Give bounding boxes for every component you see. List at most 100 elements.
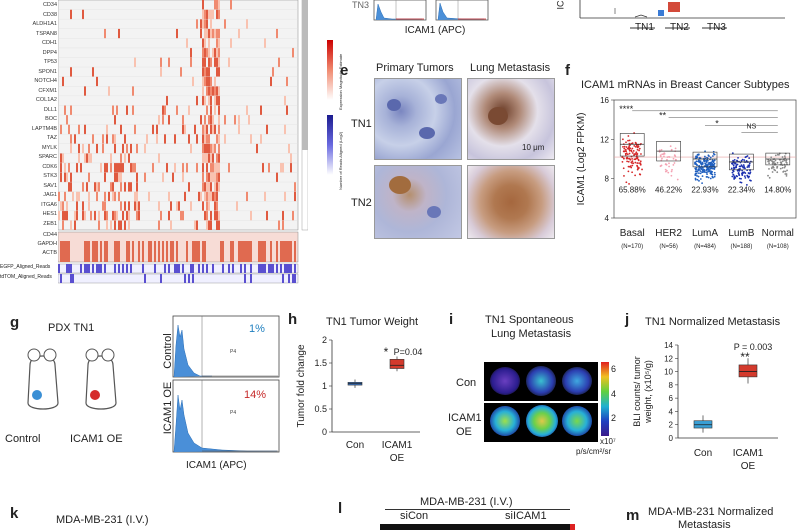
heatmap-cell xyxy=(164,105,166,115)
heatmap-cell xyxy=(118,28,120,39)
heatmap-cell xyxy=(152,162,154,173)
heatmap-cell xyxy=(294,191,296,202)
heatmap-cell xyxy=(258,241,260,262)
f-point xyxy=(701,171,704,174)
f-point xyxy=(696,164,698,167)
heatmap-cell xyxy=(58,191,60,202)
f-point xyxy=(711,167,714,170)
gene-label: TSPAN8 xyxy=(36,30,57,37)
panel-l-title: MDA-MB-231 (I.V.) xyxy=(420,496,513,508)
heatmap-cell xyxy=(248,241,250,262)
heatmap-cell xyxy=(120,220,122,230)
f-point xyxy=(703,159,705,162)
heatmap-cell xyxy=(112,182,114,192)
track-cell xyxy=(182,264,184,273)
track-cell xyxy=(58,264,60,273)
f-point xyxy=(771,171,774,173)
heatmap-cell xyxy=(208,76,210,87)
heatmap-cell xyxy=(66,241,68,262)
heatmap-cell xyxy=(212,153,214,163)
heatmap-cell xyxy=(288,143,290,154)
heatmap-cell xyxy=(202,19,204,29)
gene-label: DPP4 xyxy=(42,49,57,56)
heatmap-cell xyxy=(156,134,158,144)
heatmap-cell xyxy=(236,201,238,211)
f-point xyxy=(701,161,704,164)
f-category-label: Basal xyxy=(620,228,645,239)
f-point xyxy=(701,163,704,165)
heatmap-cell xyxy=(62,76,64,87)
f-box xyxy=(619,133,645,157)
heatmap-cell xyxy=(62,241,64,262)
panel-letter-k: k xyxy=(10,505,19,522)
f-point xyxy=(638,162,640,164)
heatmap-cell xyxy=(78,124,80,135)
heatmap-cell xyxy=(202,143,204,154)
heatmap-cell xyxy=(70,182,72,192)
heatmap-cell xyxy=(74,210,76,221)
heatmap-cell xyxy=(136,143,138,154)
f-point xyxy=(785,161,788,164)
f-point xyxy=(636,165,639,168)
f-point xyxy=(631,164,634,167)
f-point xyxy=(785,173,788,175)
heatmap-cell xyxy=(246,191,248,202)
heatmap-cell xyxy=(148,191,150,202)
heatmap-cell xyxy=(162,105,164,115)
heatmap-cell xyxy=(104,241,106,262)
f-point xyxy=(628,139,631,142)
panel-g-title: PDX TN1 xyxy=(48,322,95,334)
f-point xyxy=(631,152,634,154)
heatmap-cell xyxy=(280,241,282,262)
heatmap-cell xyxy=(70,105,72,115)
heatmap-cell xyxy=(126,143,128,154)
heatmap-cell xyxy=(216,86,218,96)
f-point xyxy=(774,159,777,162)
heatmap-cell xyxy=(70,172,72,183)
f-percent-label: 22.93% xyxy=(691,185,718,194)
heatmap-cell xyxy=(60,153,62,163)
flow-g-xlabel: ICAM1 (APC) xyxy=(186,460,247,471)
f-n-label: (N=484) xyxy=(694,244,716,250)
f-point xyxy=(636,148,639,151)
j-ytick-label: 2 xyxy=(669,421,674,430)
track-cell xyxy=(222,264,224,273)
heatmap-cell xyxy=(196,162,198,173)
f-point xyxy=(700,168,703,171)
heatmap-cell xyxy=(218,143,220,154)
heatmap-cell xyxy=(112,134,114,144)
heatmap-cell xyxy=(218,95,220,106)
gene-label: COL1A2 xyxy=(35,97,57,103)
f-point xyxy=(670,170,673,173)
f-point xyxy=(674,147,677,150)
heatmap-cell xyxy=(210,86,212,96)
f-point xyxy=(670,148,673,151)
track-cell xyxy=(68,264,70,273)
f-point xyxy=(668,165,670,168)
heatmap-cell xyxy=(272,67,274,77)
heatmap-cell xyxy=(278,57,280,68)
heatmap-cell xyxy=(202,57,204,68)
heatmap-cell xyxy=(144,172,146,183)
f-point xyxy=(707,170,710,173)
heatmap-cell xyxy=(208,47,210,58)
f-point xyxy=(635,144,638,147)
heatmap-cell xyxy=(110,153,112,163)
f-point xyxy=(747,176,750,179)
panel-i-title1: TN1 Spontaneous xyxy=(485,314,574,326)
f-point xyxy=(709,163,712,166)
heatmap-cell xyxy=(60,201,62,211)
f-point xyxy=(735,166,738,169)
heatmap-cell xyxy=(218,67,220,77)
heatmap-cell xyxy=(218,220,220,230)
heatmap-cell xyxy=(224,115,226,125)
heatmap-cell xyxy=(136,172,138,183)
track-cell xyxy=(268,264,270,273)
gene-label: CD38 xyxy=(42,11,57,18)
gene-label: TP53 xyxy=(43,59,57,65)
heatmap-cell xyxy=(202,9,204,20)
f-point xyxy=(660,148,663,151)
f-point xyxy=(634,174,637,177)
heatmap-cell xyxy=(84,241,86,262)
heatmap-panel: CD34 CD38 ALDH1A1 TSPAN8 CDH1 DPP4 TP53 SPON1 NO… xyxy=(0,0,343,290)
